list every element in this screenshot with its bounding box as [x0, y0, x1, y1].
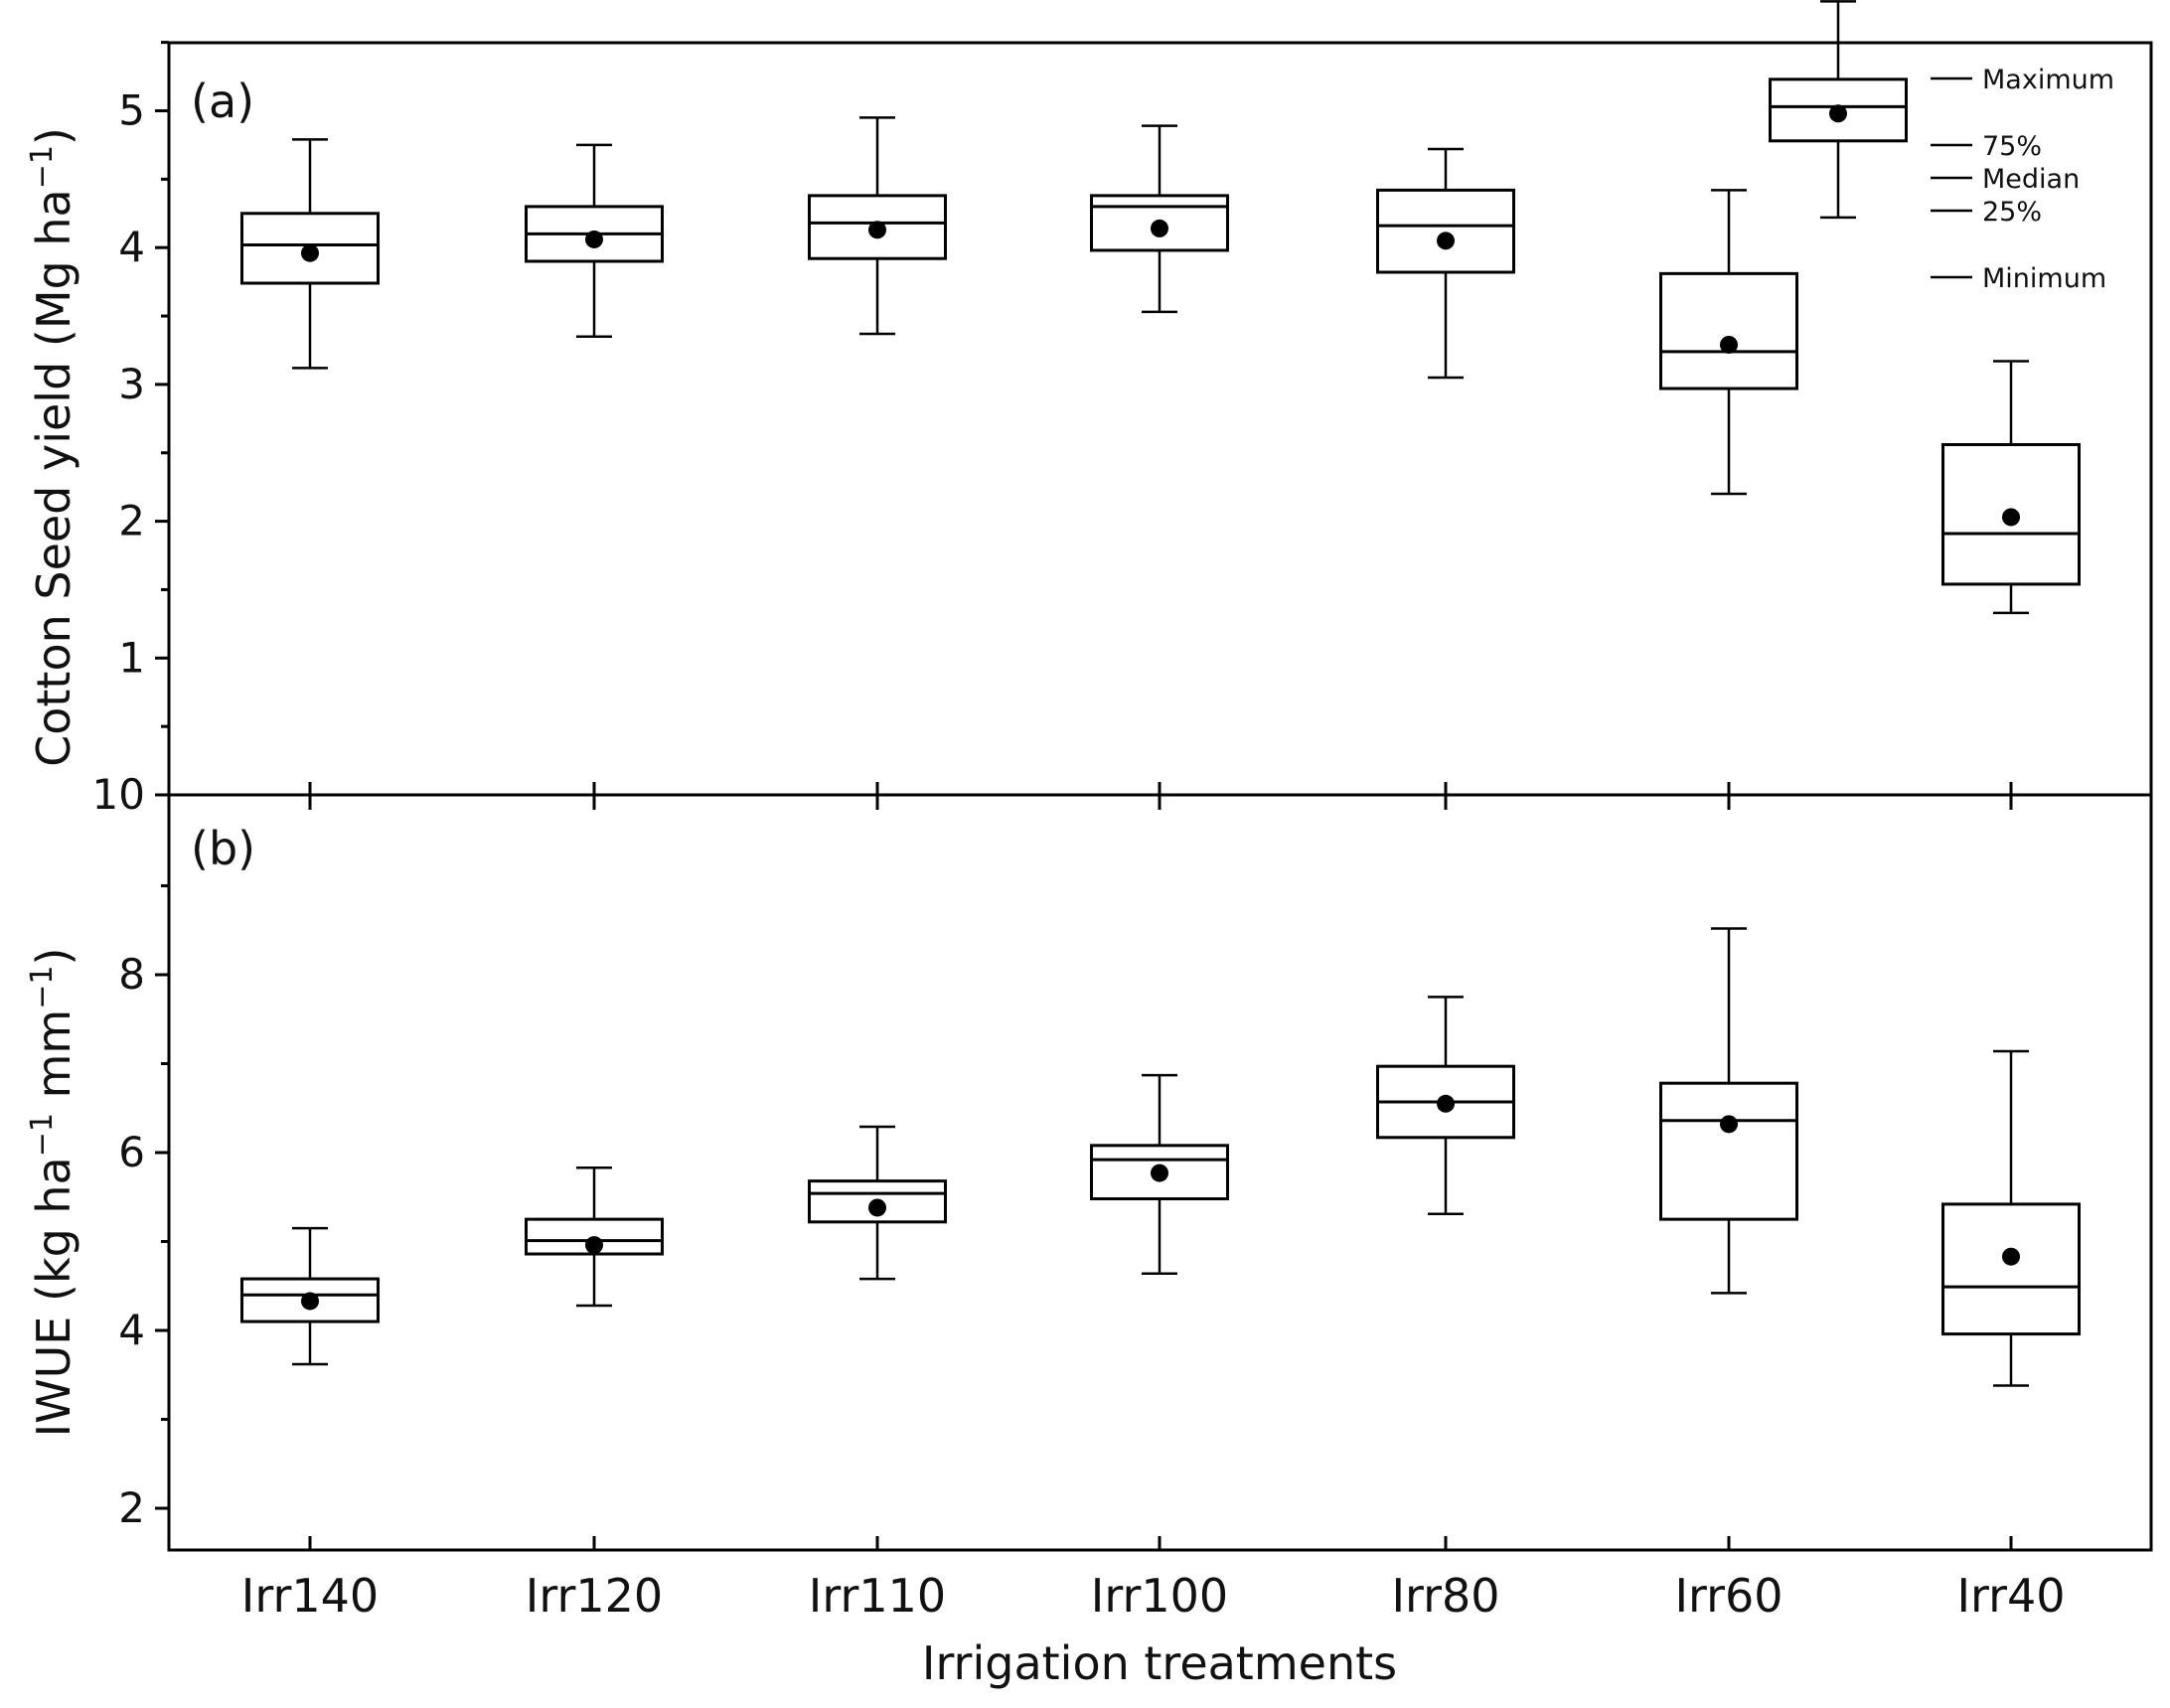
panel-b-y-tick-label: 4 — [118, 1306, 145, 1354]
legend-label-q3: 75% — [1982, 131, 2042, 162]
legend-label-max: Maximum — [1982, 65, 2114, 95]
mean-marker — [1720, 335, 1738, 354]
iqr-box — [1941, 1202, 2081, 1336]
panel-b-y-tick-label: 8 — [118, 950, 145, 999]
panel-b-box-Irr120 — [525, 1165, 664, 1308]
mean-marker — [1720, 1115, 1738, 1134]
panel-a-box-Irr140 — [240, 138, 380, 370]
panel-a-y-tick-label: 4 — [118, 223, 145, 271]
x-tick-label: Irr40 — [1956, 1569, 2065, 1623]
panel-a-box-Irr100 — [1090, 124, 1229, 314]
panel-b-y-tick-label: 2 — [118, 1483, 145, 1532]
panel-b-y-ticks: 2 4 6 8 — [118, 884, 169, 1532]
iqr-box — [1376, 188, 1515, 274]
panel-a-y-ticks: 10123456 — [92, 41, 169, 819]
panel-a-box-Irr40 — [1941, 360, 2081, 615]
panel-a-y-tick-label: 3 — [118, 360, 145, 408]
panel-a-y-tick-label: 10 — [92, 770, 145, 819]
x-axis-title: Irrigation treatments — [922, 1636, 1397, 1690]
mean-marker — [1437, 232, 1455, 250]
x-tick-label: Irr100 — [1091, 1569, 1228, 1623]
panel-a-box-Irr110 — [808, 116, 947, 336]
x-tick-label: Irr80 — [1391, 1569, 1499, 1623]
x-tick-label: Irr120 — [526, 1569, 663, 1623]
panel-b-box-Irr100 — [1090, 1073, 1229, 1275]
panel-b-boxes — [240, 927, 2081, 1387]
panel-a-box-Irr60 — [1659, 189, 1798, 496]
legend-label-q1: 25% — [1982, 197, 2042, 228]
panel-a-box-Irr120 — [525, 143, 664, 338]
panel-a-y-tick-label: 2 — [118, 497, 145, 545]
panel-a-y-tick-label: 5 — [118, 86, 145, 135]
mean-marker — [868, 1198, 886, 1217]
panel-a-label: (a) — [191, 75, 254, 128]
mean-marker — [1437, 1094, 1455, 1113]
legend-box-legend-sample — [1769, 0, 1908, 220]
mean-marker — [1151, 1164, 1168, 1182]
mean-marker — [301, 243, 319, 262]
panel-a-y-axis-title: Cotton Seed yield (Mg ha−1) — [25, 127, 80, 767]
panel-b-y-tick-label: 6 — [118, 1128, 145, 1176]
panel-b-box-Irr60 — [1659, 927, 1798, 1295]
mean-marker — [2002, 1247, 2020, 1266]
panel-b-label: (b) — [191, 822, 255, 875]
x-axis-ticks: Irr140 Irr120 Irr110 Irr100 Irr80 Irr60 Irr40 — [241, 782, 2066, 1623]
panel-b-box-Irr140 — [240, 1226, 380, 1366]
mean-marker — [585, 230, 603, 248]
panel-b-box-Irr110 — [808, 1125, 947, 1281]
iqr-box — [808, 194, 947, 260]
iqr-box — [1659, 1081, 1798, 1221]
mean-marker — [1151, 219, 1168, 237]
panel-a-boxes — [240, 116, 2081, 615]
x-tick-label: Irr110 — [809, 1569, 946, 1623]
x-tick-label: Irr60 — [1674, 1569, 1782, 1623]
legend-label-median: Median — [1982, 164, 2080, 195]
mean-marker — [301, 1292, 319, 1311]
panel-a-box-Irr80 — [1376, 147, 1515, 380]
x-tick-label: Irr140 — [241, 1569, 379, 1623]
panel-b-box-Irr40 — [1941, 1049, 2081, 1387]
mean-marker — [2002, 508, 2020, 527]
mean-marker — [1829, 104, 1847, 123]
panel-a-y-tick-label: 1 — [118, 633, 145, 682]
mean-marker — [585, 1236, 603, 1255]
legend-label-min: Minimum — [1982, 263, 2106, 294]
panel-b-box-Irr80 — [1376, 996, 1515, 1216]
mean-marker — [868, 221, 886, 239]
iqr-box — [1659, 271, 1798, 390]
panel-b-y-axis-title: IWUE (kg ha−1 mm−1) — [25, 948, 80, 1438]
